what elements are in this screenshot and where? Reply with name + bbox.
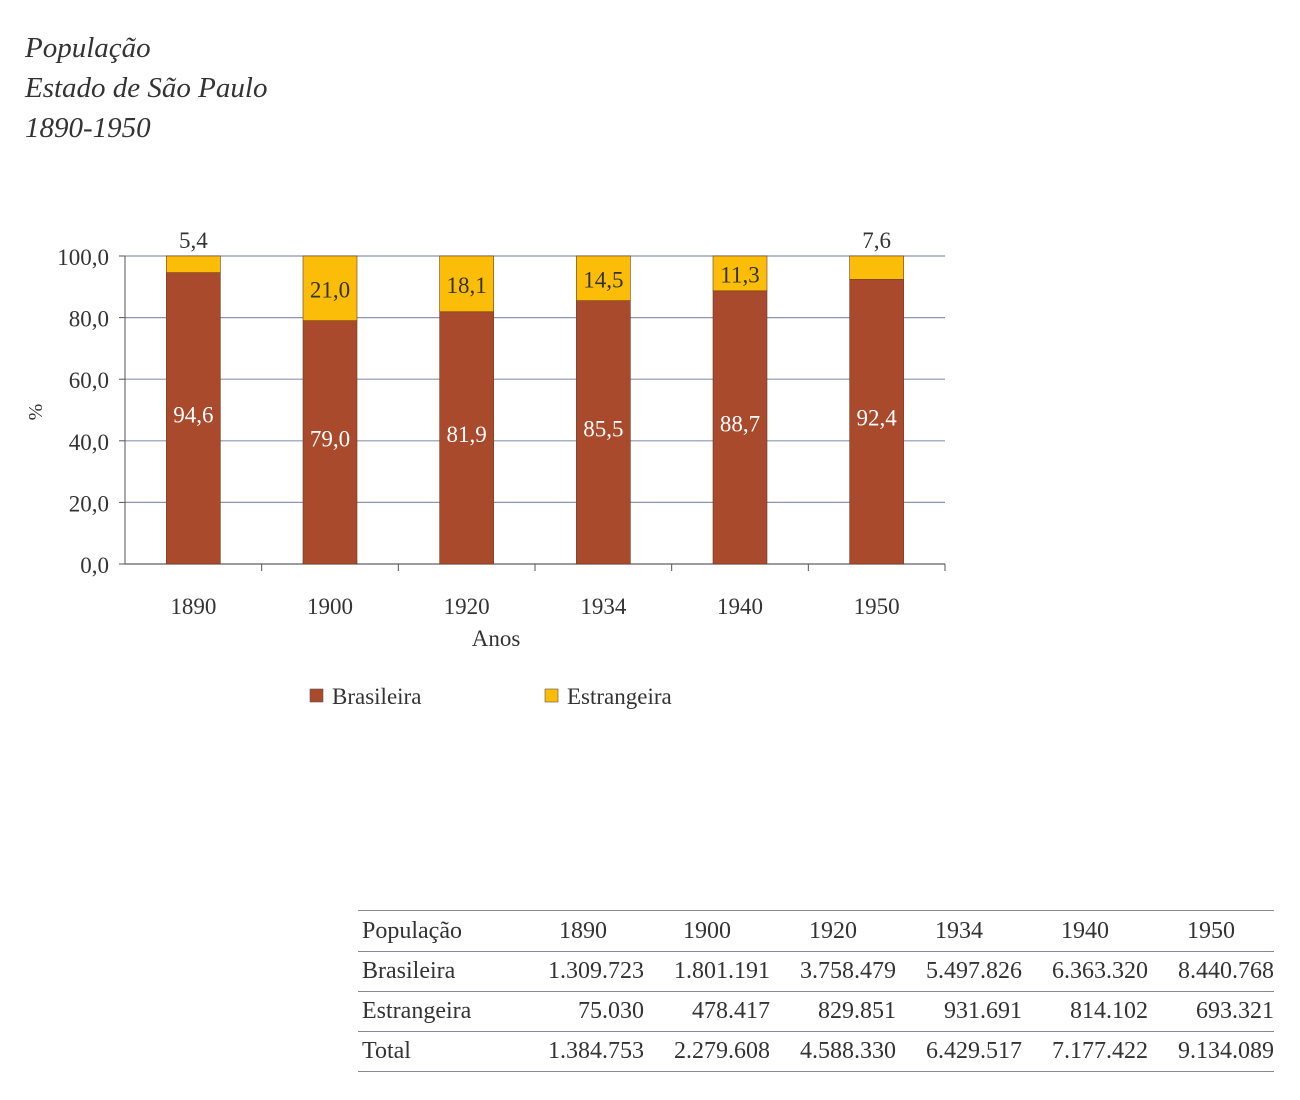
bar-brasileira: [166, 272, 221, 565]
data-label: 85,5: [583, 416, 623, 441]
bar-estrangeira: [439, 255, 494, 313]
title-line: População: [25, 32, 151, 64]
bar-estrangeira: [576, 255, 631, 301]
bar-estrangeira: [849, 255, 904, 280]
y-tick-label: 80,0: [69, 307, 109, 332]
row-label: Brasileira: [362, 958, 456, 984]
data-label: 92,4: [857, 406, 898, 431]
data-label: 18,1: [447, 273, 487, 298]
bar-brasileira: [849, 279, 904, 565]
bar-brasileira: [439, 311, 494, 565]
data-label: 7,6: [862, 228, 891, 253]
row-label: Estrangeira: [362, 998, 472, 1024]
bar-brasileira: [576, 300, 631, 565]
table-cell: 693.321: [1196, 998, 1274, 1024]
y-tick-label: 60,0: [69, 368, 109, 393]
table-cell: 1.801.191: [674, 958, 770, 984]
title-line: Estado de São Paulo: [25, 72, 268, 104]
data-label: 5,4: [179, 228, 208, 253]
table-cell: 931.691: [944, 998, 1022, 1024]
table-cell: 4.588.330: [800, 1038, 896, 1064]
table-cell: 829.851: [818, 998, 896, 1024]
table-row: Brasileira 1.309.723 1.801.191 3.758.479 5.4…: [358, 951, 1274, 992]
population-table: População 1890 1900 1920 1934 1940 1950 Brasile…: [358, 910, 1274, 1072]
table-cell: 1.384.753: [548, 1038, 644, 1064]
y-axis-title: %: [25, 404, 47, 421]
legend-swatch-estrangeira: [544, 688, 559, 703]
table-row: Total 1.384.753 2.279.608 4.588.330 6.429.51…: [358, 1031, 1274, 1072]
y-tick-label: 40,0: [69, 430, 109, 455]
table-cell: 6.363.320: [1052, 958, 1148, 984]
table-cell: 1950: [1187, 917, 1235, 944]
table-cell: 3.758.479: [800, 958, 896, 984]
y-tick-label: 20,0: [69, 491, 109, 516]
row-label: População: [362, 917, 462, 944]
table-cell: 1934: [935, 917, 983, 944]
table-cell: 1.309.723: [548, 958, 644, 984]
x-tick-label: 1940: [717, 594, 763, 619]
table-cell: 5.497.826: [926, 958, 1022, 984]
table-cell: 9.134.089: [1178, 1038, 1274, 1064]
title-line: 1890-1950: [25, 112, 151, 144]
table-cell: 7.177.422: [1052, 1038, 1148, 1064]
y-tick-label: 100,0: [57, 245, 109, 270]
x-tick-label: 1950: [854, 594, 900, 619]
bar-estrangeira: [712, 255, 768, 292]
table-cell: 478.417: [692, 998, 770, 1024]
table-cell: 1900: [683, 917, 731, 944]
table-header-row: População 1890 1900 1920 1934 1940 1950: [358, 910, 1274, 952]
row-label: Total: [362, 1038, 411, 1064]
x-axis-title: Anos: [472, 626, 521, 651]
bar-estrangeira: [302, 255, 358, 321]
legend-label: Brasileira: [332, 684, 421, 709]
stacked-bar-chart: 0,0 20,0 40,0 60,0 80,0 100,0 1890 94,6 5,4 1900 7…: [25, 228, 946, 709]
table-row: Estrangeira 75.030 478.417 829.851 931.691 81…: [358, 991, 1274, 1032]
bar-estrangeira: [166, 255, 221, 273]
data-label: 79,0: [310, 426, 350, 451]
table-cell: 75.030: [578, 998, 644, 1024]
data-label: 11,3: [720, 262, 759, 287]
legend-swatch-brasileira: [309, 688, 324, 703]
table-cell: 1920: [809, 917, 857, 944]
x-tick-label: 1900: [307, 594, 353, 619]
table-cell: 814.102: [1070, 998, 1148, 1024]
bar-brasileira: [712, 290, 768, 565]
chart-title: População Estado de São Paulo 1890-1950: [25, 28, 267, 148]
bar-brasileira: [302, 320, 358, 565]
data-label: 14,5: [583, 267, 623, 292]
table-cell: 8.440.768: [1178, 958, 1274, 984]
data-label: 88,7: [720, 411, 760, 436]
data-label: 94,6: [173, 402, 213, 427]
data-label: 81,9: [447, 422, 487, 447]
x-tick-label: 1934: [580, 594, 627, 619]
table-cell: 1890: [559, 917, 607, 944]
x-tick-label: 1920: [444, 594, 490, 619]
x-tick-label: 1890: [170, 594, 216, 619]
table-cell: 2.279.608: [674, 1038, 770, 1064]
table-cell: 6.429.517: [926, 1038, 1022, 1064]
y-tick-label: 0,0: [80, 553, 109, 578]
data-label: 21,0: [310, 277, 350, 302]
legend-label: Estrangeira: [567, 684, 672, 709]
table-cell: 1940: [1061, 917, 1109, 944]
